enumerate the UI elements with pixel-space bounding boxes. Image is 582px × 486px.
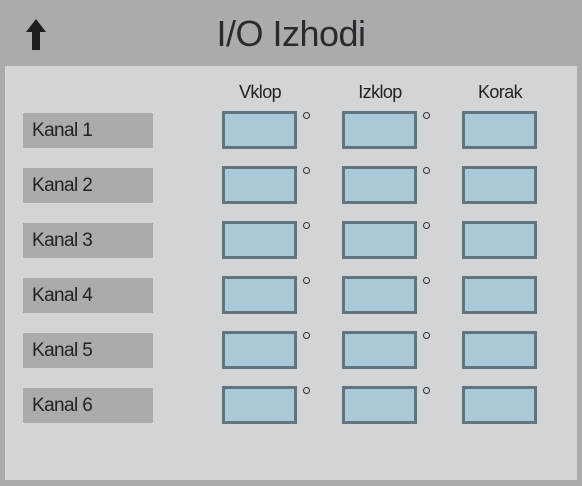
vklop-field-2[interactable] (222, 166, 297, 204)
izklop-field-4[interactable] (342, 276, 417, 314)
column-header-vklop: Vklop (238, 82, 282, 102)
channel-label-5: Kanal 5 (23, 333, 153, 368)
page-title: I/O Izhodi (216, 13, 366, 54)
korak-field-1[interactable] (462, 111, 537, 149)
izklop-field-2[interactable] (342, 166, 417, 204)
korak-field-5[interactable] (462, 331, 537, 369)
degree-icon (303, 387, 310, 394)
channel-label-1: Kanal 1 (23, 113, 153, 148)
degree-icon (423, 277, 430, 284)
channel-label-2: Kanal 2 (23, 168, 153, 203)
channel-label-4: Kanal 4 (23, 278, 153, 313)
degree-icon (303, 167, 310, 174)
korak-field-3[interactable] (462, 221, 537, 259)
degree-icon (423, 387, 430, 394)
vklop-field-1[interactable] (222, 111, 297, 149)
korak-field-4[interactable] (462, 276, 537, 314)
channel-label-3: Kanal 3 (23, 223, 153, 258)
header-bar: I/O Izhodi (0, 0, 582, 66)
korak-field-6[interactable] (462, 386, 537, 424)
up-arrow-icon[interactable] (24, 19, 48, 51)
izklop-field-6[interactable] (342, 386, 417, 424)
column-header-izklop: Izklop (358, 82, 402, 102)
channel-label-6: Kanal 6 (23, 388, 153, 423)
degree-icon (303, 222, 310, 229)
degree-icon (423, 112, 430, 119)
izklop-field-3[interactable] (342, 221, 417, 259)
degree-icon (303, 277, 310, 284)
vklop-field-5[interactable] (222, 331, 297, 369)
degree-icon (423, 222, 430, 229)
vklop-field-6[interactable] (222, 386, 297, 424)
degree-icon (303, 332, 310, 339)
degree-icon (303, 112, 310, 119)
degree-icon (423, 167, 430, 174)
vklop-field-4[interactable] (222, 276, 297, 314)
column-header-korak: Korak (477, 82, 523, 102)
izklop-field-1[interactable] (342, 111, 417, 149)
vklop-field-3[interactable] (222, 221, 297, 259)
korak-field-2[interactable] (462, 166, 537, 204)
izklop-field-5[interactable] (342, 331, 417, 369)
degree-icon (423, 332, 430, 339)
